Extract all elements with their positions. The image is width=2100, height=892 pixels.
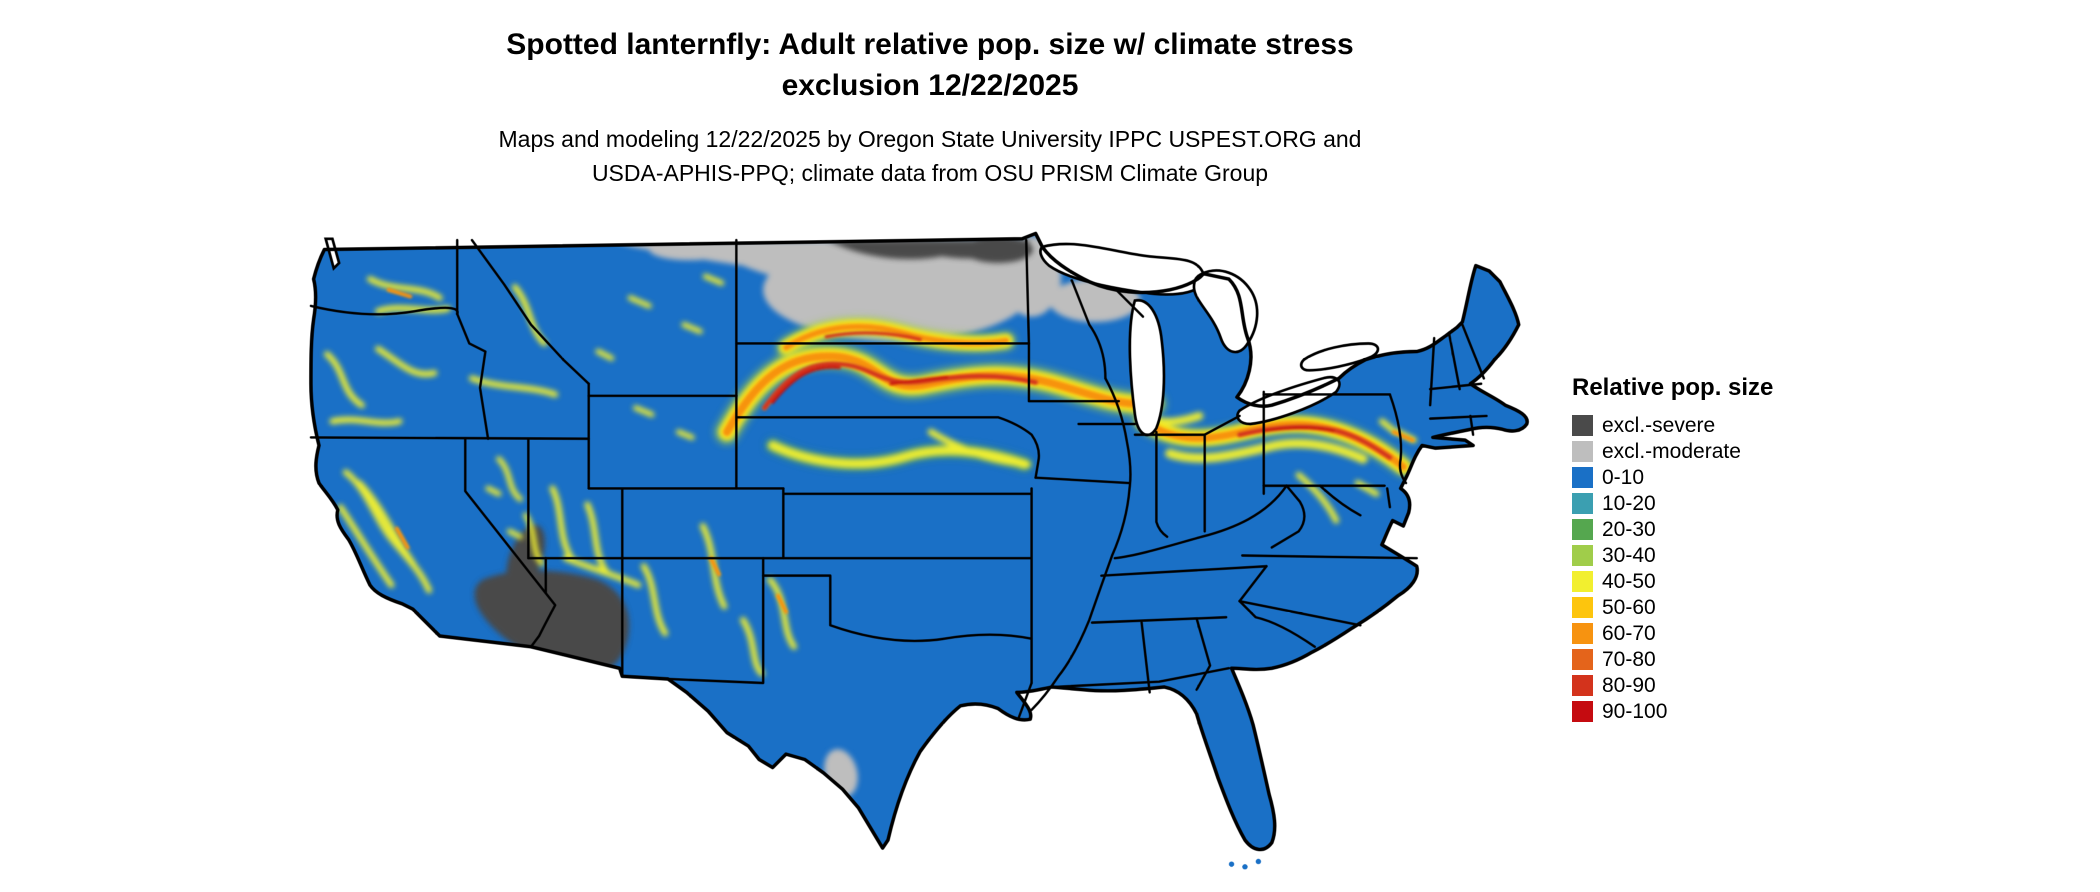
legend-item-label: 80-90 <box>1602 673 1656 697</box>
legend-item-label: 10-20 <box>1602 491 1656 515</box>
exclusion-severe-region <box>474 236 1033 672</box>
legend-item: 70-80 <box>1572 646 1832 672</box>
us-population-map <box>300 220 1535 891</box>
legend-item: 60-70 <box>1572 620 1832 646</box>
legend-item: 20-30 <box>1572 516 1832 542</box>
legend-color-swatch <box>1572 492 1593 514</box>
map-title: Spotted lanternfly: Adult relative pop. … <box>0 24 1860 106</box>
legend-color-swatch <box>1572 544 1593 566</box>
legend-title: Relative pop. size <box>1572 374 1774 401</box>
legend-item-label: 30-40 <box>1602 543 1656 567</box>
map-attribution: Maps and modeling 12/22/2025 by Oregon S… <box>0 122 1860 190</box>
legend-item-label: 90-100 <box>1602 699 1668 723</box>
legend-item-label: 0-10 <box>1602 465 1645 489</box>
legend-color-swatch <box>1572 622 1593 644</box>
legend-item: 80-90 <box>1572 672 1832 698</box>
legend-item-label: excl.-moderate <box>1602 439 1741 463</box>
legend-item: 30-40 <box>1572 542 1832 568</box>
legend-color-swatch <box>1572 570 1593 592</box>
map-title-line1: Spotted lanternfly: Adult relative pop. … <box>506 28 1354 61</box>
us-map-svg <box>309 231 1529 870</box>
legend-color-swatch <box>1572 440 1593 462</box>
legend-color-swatch <box>1572 466 1593 488</box>
legend-item-label: 60-70 <box>1602 621 1656 645</box>
legend-item: excl.-moderate <box>1572 438 1832 464</box>
legend-color-swatch <box>1572 674 1593 696</box>
legend-items: excl.-severe excl.-moderate 0-10 10-20 2… <box>1572 412 1832 724</box>
legend-item: 50-60 <box>1572 594 1832 620</box>
legend-item: 40-50 <box>1572 568 1832 594</box>
legend-item: 10-20 <box>1572 490 1832 516</box>
legend-item: 90-100 <box>1572 698 1832 724</box>
map-attribution-line2: USDA-APHIS-PPQ; climate data from OSU PR… <box>591 160 1269 186</box>
legend-color-swatch <box>1572 518 1593 540</box>
legend-color-swatch <box>1572 648 1593 670</box>
legend-item-label: 40-50 <box>1602 569 1656 593</box>
florida-keys <box>1228 858 1262 870</box>
legend-color-swatch <box>1572 700 1593 722</box>
state-borders <box>309 238 1488 721</box>
legend-item: 0-10 <box>1572 464 1832 490</box>
legend-item-label: excl.-severe <box>1602 413 1716 437</box>
legend-color-swatch <box>1572 596 1593 618</box>
lake-superior <box>1039 242 1206 296</box>
legend-item: excl.-severe <box>1572 412 1832 438</box>
puget-sound <box>323 237 341 271</box>
lake-huron <box>1192 269 1259 354</box>
legend-item-label: 50-60 <box>1602 595 1656 619</box>
map-title-line2: exclusion 12/22/2025 <box>781 69 1079 102</box>
legend: Relative pop. size excl.-severe excl.-mo… <box>1572 374 1832 724</box>
legend-item-label: 70-80 <box>1602 647 1656 671</box>
legend-item-label: 20-30 <box>1602 517 1656 541</box>
map-attribution-line1: Maps and modeling 12/22/2025 by Oregon S… <box>498 126 1362 152</box>
legend-color-swatch <box>1572 414 1593 436</box>
lake-michigan <box>1128 299 1166 437</box>
